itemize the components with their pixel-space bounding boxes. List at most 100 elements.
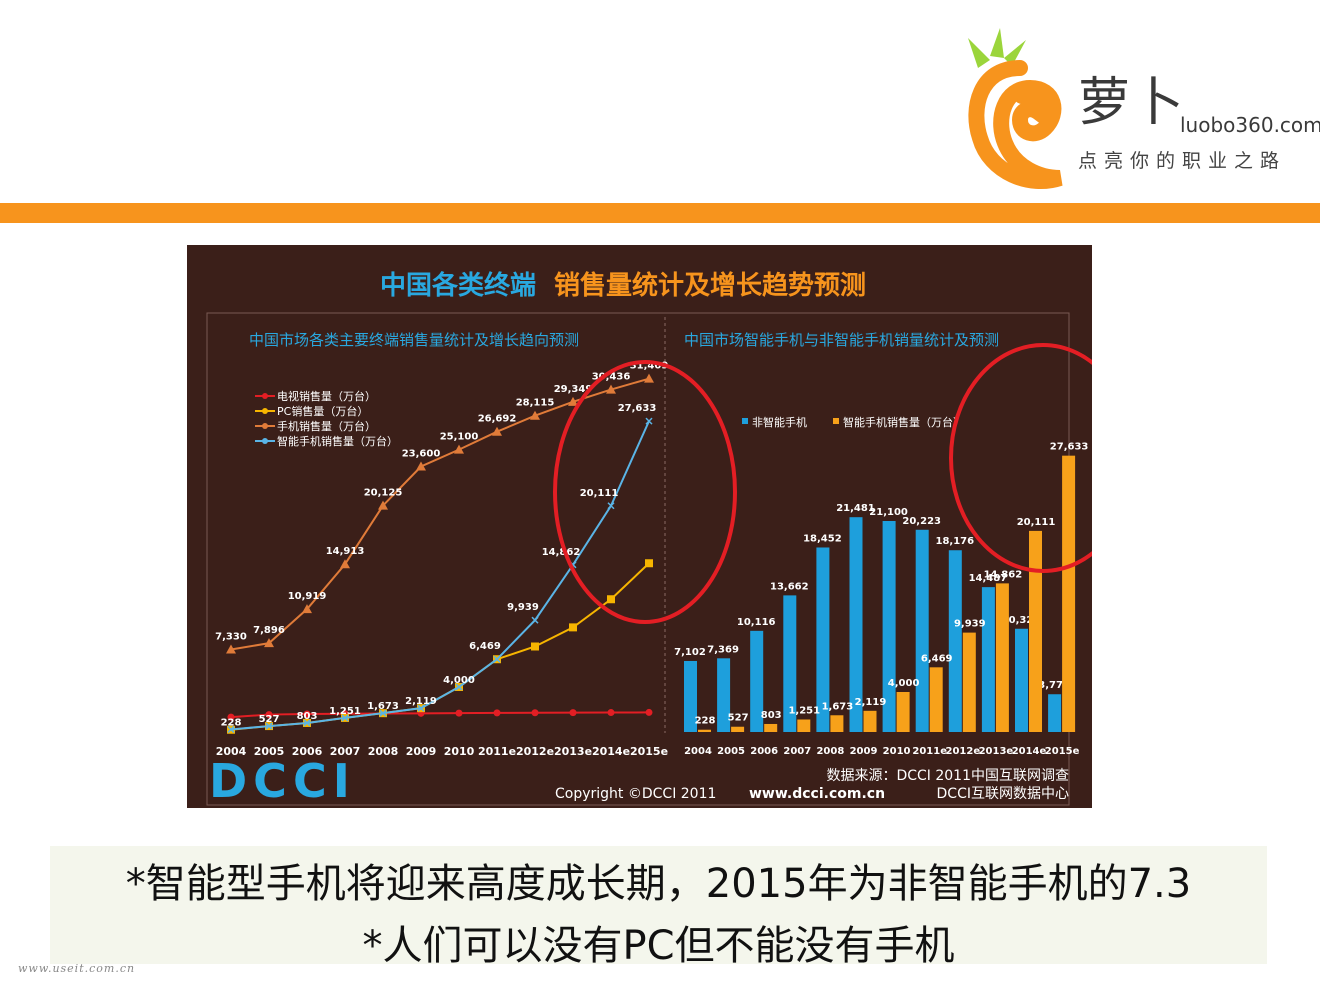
- footer-site: www.dcci.com.cn: [749, 786, 885, 802]
- smartphone-data-label: 228: [221, 717, 242, 728]
- smartphone-point: [493, 655, 501, 663]
- smartphone-data-label: 1,251: [329, 706, 361, 717]
- nonsmart-bar-label: 10,325: [1002, 615, 1041, 626]
- phone-point: [644, 373, 654, 383]
- pc-point: [569, 623, 577, 632]
- bar-x-tick-label: 2012e: [945, 746, 980, 757]
- nonsmart-bar: [948, 550, 962, 732]
- smartphone-point: [645, 417, 653, 425]
- smart-bar: [863, 710, 877, 732]
- line-chart-title: 中国市场各类主要终端销售量统计及增长趋向预测: [249, 331, 579, 349]
- legend-label: 电视销售量（万台）: [277, 389, 376, 403]
- caption-line-1: *智能型手机将迎来高度成长期，2015年为非智能手机的7.3: [125, 861, 1192, 907]
- tv-point: [455, 709, 463, 717]
- smartphone-data-label: 14,862: [542, 547, 581, 558]
- nonsmart-bar-label: 7,369: [707, 644, 739, 655]
- smart-bar-label: 27,633: [1050, 442, 1089, 453]
- nonsmart-bar-label: 18,452: [803, 533, 842, 544]
- phone-point: [530, 410, 540, 420]
- footer-source: 数据来源：DCCI 2011中国互联网调查: [826, 768, 1069, 784]
- carrot-leaf-icon: [968, 28, 1026, 68]
- legend-marker: [262, 438, 268, 444]
- smartphone-data-label: 527: [259, 714, 280, 725]
- legend-label: 手机销售量（万台）: [277, 419, 376, 433]
- smartphone-point: [455, 683, 463, 691]
- smartphone-data-label: 803: [297, 711, 318, 722]
- caption-line-2: *人们可以没有PC但不能没有手机: [362, 923, 955, 969]
- phone-point: [340, 559, 350, 569]
- phone-data-label: 28,115: [516, 398, 555, 409]
- highlight-circle-left: [553, 360, 737, 624]
- smartphone-data-label: 9,939: [507, 602, 539, 613]
- chart-panel: 中国各类终端 销售量统计及增长趋势预测 中国市场各类主要终端销售量统计及增长趋向…: [187, 245, 1092, 808]
- header-divider-bar: [0, 203, 1320, 223]
- dcci-brand-logo: DCCI: [209, 754, 356, 808]
- nonsmart-bar: [882, 521, 896, 732]
- nonsmart-bar-label: 20,223: [902, 516, 941, 527]
- phone-data-label: 26,692: [478, 414, 517, 425]
- caption-box: [50, 846, 1267, 964]
- chart-canvas: 中国各类终端 销售量统计及增长趋势预测 中国市场各类主要终端销售量统计及增长趋向…: [206, 270, 1092, 808]
- line-x-tick-label: 2006: [292, 745, 323, 758]
- line-x-tick-label: 2015e: [630, 745, 668, 758]
- legend-label-smart: 智能手机销售量（万台）: [843, 415, 964, 429]
- phone-data-label: 10,919: [288, 591, 327, 602]
- smart-bar-label: 4,000: [888, 678, 920, 689]
- phone-point: [302, 604, 312, 614]
- legend-swatch-smart: [833, 418, 839, 424]
- phone-point: [378, 500, 388, 510]
- smart-bar: [929, 667, 943, 732]
- nonsmart-bar-label: 14,487: [969, 573, 1008, 584]
- logo-slogan: 点亮你的职业之路: [1078, 150, 1287, 172]
- carrot-swirl-icon: [968, 60, 1063, 190]
- smart-bar: [830, 715, 844, 732]
- pc-point: [531, 642, 539, 651]
- line-x-tick-label: 2005: [254, 745, 285, 758]
- smart-bar: [797, 719, 811, 732]
- legend-marker: [262, 423, 268, 429]
- nonsmart-bar: [981, 587, 995, 732]
- phone-data-label: 7,330: [215, 632, 247, 643]
- nonsmart-bar: [1015, 628, 1028, 732]
- legend-marker: [262, 393, 268, 399]
- line-series-4: [230, 420, 650, 731]
- phone-data-label: 29,349: [554, 384, 593, 395]
- line-x-tick-label: 2004: [216, 745, 247, 758]
- legend-marker: [262, 408, 268, 414]
- line-x-tick-label: 2010: [444, 745, 475, 758]
- nonsmart-bar: [783, 595, 797, 732]
- smart-bar-label: 6,469: [921, 653, 953, 664]
- phone-point: [568, 396, 578, 406]
- nonsmart-bar: [915, 529, 929, 732]
- smartphone-point: [265, 722, 273, 730]
- tv-point: [531, 709, 539, 717]
- smartphone-data-label: 2,119: [405, 696, 437, 707]
- highlight-circle-right: [949, 343, 1092, 573]
- smart-bar-label: 1,251: [788, 705, 820, 716]
- line-x-tick-label: 2009: [406, 745, 437, 758]
- smart-bar: [962, 632, 976, 732]
- line-x-tick-label: 2012e: [516, 745, 554, 758]
- tv-point: [645, 708, 653, 716]
- bar-x-tick-label: 2005: [717, 746, 745, 757]
- line-x-tick-label: 2014e: [592, 745, 630, 758]
- nonsmart-bar: [684, 660, 697, 732]
- legend-label: PC销售量（万台）: [277, 404, 368, 418]
- nonsmart-bar: [1048, 694, 1062, 732]
- logo-url: luobo360.com: [1180, 113, 1320, 137]
- phone-point: [226, 644, 236, 654]
- nonsmart-bar: [717, 658, 731, 732]
- smartphone-point: [341, 714, 349, 722]
- figure-title-part1: 中国各类终端: [380, 270, 536, 301]
- smartphone-data-label: 4,000: [443, 675, 475, 686]
- pc-point: [645, 559, 653, 568]
- phone-data-label: 14,913: [326, 546, 365, 557]
- luobo-logo-mark: [968, 28, 1063, 190]
- smart-bar-label: 228: [695, 716, 716, 727]
- bar-x-tick-label: 2006: [750, 746, 778, 757]
- nonsmart-bar: [816, 547, 830, 732]
- phone-point: [492, 426, 502, 436]
- bar-x-tick-label: 2010: [883, 746, 911, 757]
- nonsmart-bar-label: 13,662: [770, 581, 809, 592]
- tv-point: [569, 709, 577, 717]
